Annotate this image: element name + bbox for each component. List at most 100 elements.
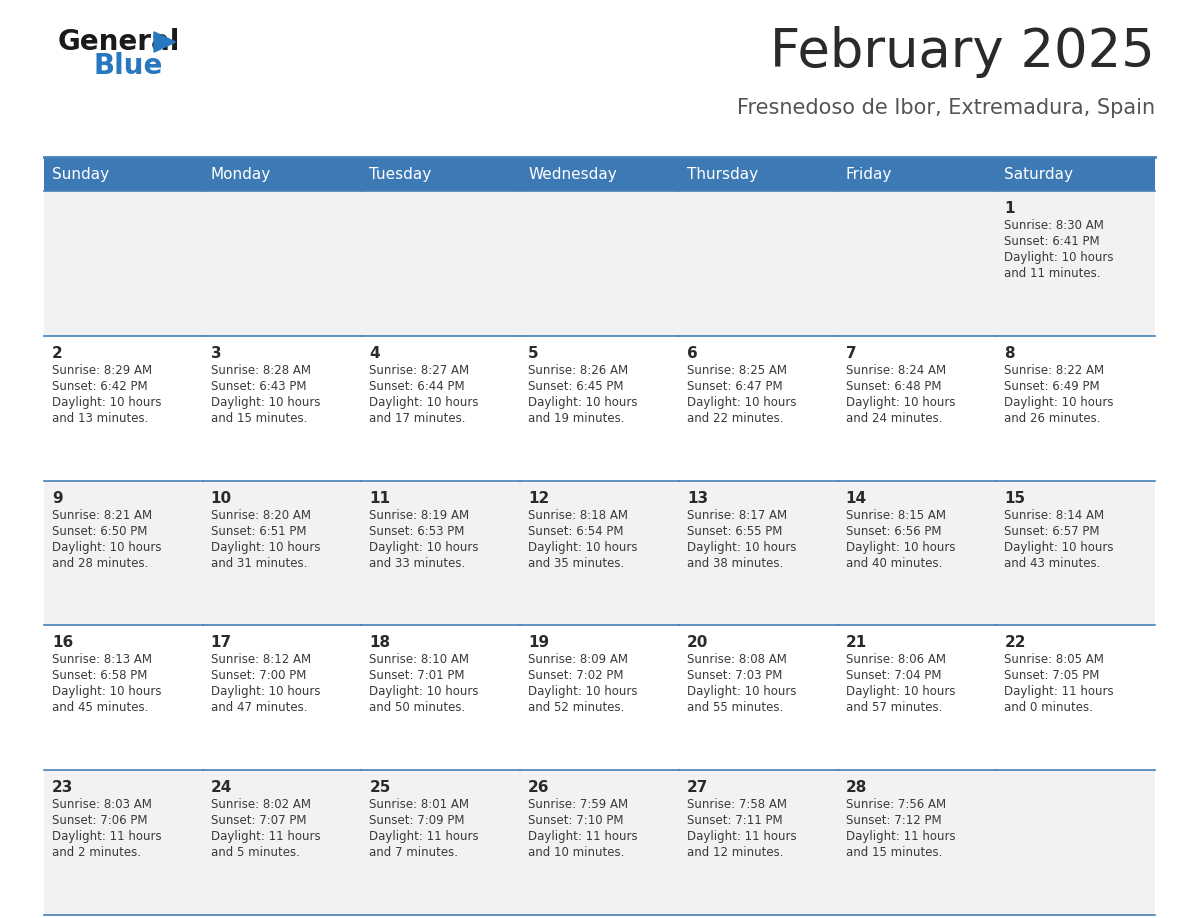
Bar: [361, 191, 520, 336]
Text: and 33 minutes.: and 33 minutes.: [369, 556, 466, 569]
Text: 3: 3: [210, 346, 221, 361]
Text: Daylight: 10 hours: Daylight: 10 hours: [369, 396, 479, 409]
Text: 14: 14: [846, 490, 867, 506]
Bar: [520, 336, 678, 481]
Text: 10: 10: [210, 490, 232, 506]
Text: 15: 15: [1004, 490, 1025, 506]
Text: Sunset: 7:05 PM: Sunset: 7:05 PM: [1004, 669, 1100, 682]
Text: Daylight: 11 hours: Daylight: 11 hours: [529, 830, 638, 844]
Text: and 40 minutes.: and 40 minutes.: [846, 556, 942, 569]
Text: 9: 9: [52, 490, 63, 506]
Text: 25: 25: [369, 780, 391, 795]
Text: Sunrise: 8:05 AM: Sunrise: 8:05 AM: [1004, 654, 1104, 666]
Text: 20: 20: [687, 635, 708, 650]
Text: Blue: Blue: [94, 52, 164, 80]
Text: Monday: Monday: [210, 166, 271, 182]
Text: Daylight: 10 hours: Daylight: 10 hours: [687, 686, 796, 699]
Bar: [361, 625, 520, 770]
Text: Daylight: 10 hours: Daylight: 10 hours: [210, 686, 321, 699]
Text: Sunset: 6:51 PM: Sunset: 6:51 PM: [210, 524, 307, 538]
Bar: [44, 770, 203, 915]
Text: Daylight: 10 hours: Daylight: 10 hours: [1004, 541, 1114, 554]
Text: Daylight: 10 hours: Daylight: 10 hours: [529, 541, 638, 554]
Text: Sunrise: 8:06 AM: Sunrise: 8:06 AM: [846, 654, 946, 666]
Text: Daylight: 10 hours: Daylight: 10 hours: [52, 686, 162, 699]
Polygon shape: [154, 32, 176, 52]
Text: 19: 19: [529, 635, 549, 650]
Text: 5: 5: [529, 346, 539, 361]
Text: 22: 22: [1004, 635, 1025, 650]
Text: and 31 minutes.: and 31 minutes.: [210, 556, 307, 569]
Text: Sunset: 7:09 PM: Sunset: 7:09 PM: [369, 814, 465, 827]
Text: Sunset: 6:54 PM: Sunset: 6:54 PM: [529, 524, 624, 538]
Text: and 26 minutes.: and 26 minutes.: [1004, 412, 1101, 425]
Text: Sunset: 6:56 PM: Sunset: 6:56 PM: [846, 524, 941, 538]
Text: and 15 minutes.: and 15 minutes.: [210, 412, 307, 425]
Text: 27: 27: [687, 780, 708, 795]
Text: 8: 8: [1004, 346, 1015, 361]
Text: Daylight: 10 hours: Daylight: 10 hours: [846, 396, 955, 409]
Text: Friday: Friday: [846, 166, 892, 182]
Text: Sunrise: 8:20 AM: Sunrise: 8:20 AM: [210, 509, 311, 521]
Text: Sunrise: 8:25 AM: Sunrise: 8:25 AM: [687, 364, 786, 376]
Bar: [838, 191, 997, 336]
Text: Sunrise: 7:56 AM: Sunrise: 7:56 AM: [846, 798, 946, 812]
Bar: [361, 336, 520, 481]
Text: Sunrise: 8:30 AM: Sunrise: 8:30 AM: [1004, 219, 1104, 232]
Text: Sunset: 7:00 PM: Sunset: 7:00 PM: [210, 669, 307, 682]
Text: and 47 minutes.: and 47 minutes.: [210, 701, 308, 714]
Text: Sunrise: 8:24 AM: Sunrise: 8:24 AM: [846, 364, 946, 376]
Text: Sunrise: 7:58 AM: Sunrise: 7:58 AM: [687, 798, 786, 812]
Text: 1: 1: [1004, 201, 1015, 216]
Text: Sunset: 7:02 PM: Sunset: 7:02 PM: [529, 669, 624, 682]
Text: Daylight: 11 hours: Daylight: 11 hours: [210, 830, 321, 844]
Text: 2: 2: [52, 346, 63, 361]
Text: and 57 minutes.: and 57 minutes.: [846, 701, 942, 714]
Text: 26: 26: [529, 780, 550, 795]
Text: Daylight: 11 hours: Daylight: 11 hours: [687, 830, 796, 844]
Text: Daylight: 10 hours: Daylight: 10 hours: [369, 541, 479, 554]
Text: and 0 minutes.: and 0 minutes.: [1004, 701, 1093, 714]
Text: 24: 24: [210, 780, 232, 795]
Text: and 55 minutes.: and 55 minutes.: [687, 701, 783, 714]
Bar: [838, 336, 997, 481]
Bar: [678, 481, 838, 625]
Text: and 24 minutes.: and 24 minutes.: [846, 412, 942, 425]
Bar: [838, 770, 997, 915]
Text: and 13 minutes.: and 13 minutes.: [52, 412, 148, 425]
Text: 11: 11: [369, 490, 391, 506]
Text: and 11 minutes.: and 11 minutes.: [1004, 267, 1101, 280]
Text: and 50 minutes.: and 50 minutes.: [369, 701, 466, 714]
Text: Sunset: 6:41 PM: Sunset: 6:41 PM: [1004, 235, 1100, 248]
Text: General: General: [58, 28, 181, 56]
Text: and 12 minutes.: and 12 minutes.: [687, 846, 783, 859]
Text: 12: 12: [529, 490, 549, 506]
Bar: [203, 770, 361, 915]
Bar: [44, 157, 203, 191]
Bar: [361, 481, 520, 625]
Text: 16: 16: [52, 635, 74, 650]
Text: Sunrise: 8:15 AM: Sunrise: 8:15 AM: [846, 509, 946, 521]
Bar: [678, 336, 838, 481]
Text: Sunrise: 8:03 AM: Sunrise: 8:03 AM: [52, 798, 152, 812]
Text: and 2 minutes.: and 2 minutes.: [52, 846, 141, 859]
Text: Tuesday: Tuesday: [369, 166, 431, 182]
Text: 23: 23: [52, 780, 74, 795]
Text: and 15 minutes.: and 15 minutes.: [846, 846, 942, 859]
Text: and 10 minutes.: and 10 minutes.: [529, 846, 625, 859]
Bar: [997, 191, 1155, 336]
Text: Daylight: 11 hours: Daylight: 11 hours: [846, 830, 955, 844]
Text: 6: 6: [687, 346, 697, 361]
Text: 28: 28: [846, 780, 867, 795]
Text: Sunrise: 8:09 AM: Sunrise: 8:09 AM: [529, 654, 628, 666]
Bar: [678, 157, 838, 191]
Text: and 38 minutes.: and 38 minutes.: [687, 556, 783, 569]
Text: Daylight: 10 hours: Daylight: 10 hours: [210, 396, 321, 409]
Bar: [838, 625, 997, 770]
Text: Sunset: 7:11 PM: Sunset: 7:11 PM: [687, 814, 783, 827]
Text: Daylight: 10 hours: Daylight: 10 hours: [1004, 251, 1114, 264]
Text: and 17 minutes.: and 17 minutes.: [369, 412, 466, 425]
Text: Sunset: 7:12 PM: Sunset: 7:12 PM: [846, 814, 941, 827]
Text: Sunrise: 8:27 AM: Sunrise: 8:27 AM: [369, 364, 469, 376]
Bar: [44, 336, 203, 481]
